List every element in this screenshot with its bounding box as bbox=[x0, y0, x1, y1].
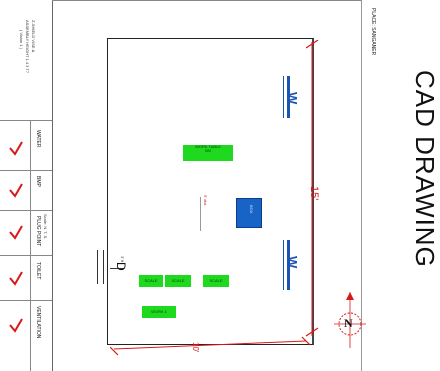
checklist-label-ventilation: VENTILATION bbox=[35, 306, 41, 339]
blue-box-label: BOX bbox=[249, 205, 254, 214]
title-block: Z-SHIELD VISE & ASSEMBLY HEIGHT 1 4 3 T7… bbox=[0, 0, 53, 371]
checklist-label-water: WATER bbox=[35, 130, 41, 148]
work-table: WORK TABLE BN bbox=[183, 144, 233, 161]
scale-note: Scale: N. T. S. bbox=[43, 214, 48, 240]
compass-icon bbox=[334, 292, 366, 348]
window-bottom-frame bbox=[283, 240, 284, 290]
dimension-length-line bbox=[305, 40, 319, 337]
row-item-1: SCALE bbox=[139, 275, 163, 287]
check-icon bbox=[9, 225, 23, 240]
checklist-label-plug-point: PLUG POINT bbox=[35, 216, 41, 247]
title-block-divider bbox=[0, 210, 52, 211]
place-label: PLACE: SANGANER bbox=[370, 8, 376, 56]
window-top bbox=[287, 76, 290, 118]
window-label-top: W bbox=[285, 92, 300, 105]
compass-label: N bbox=[344, 316, 353, 330]
door-jamb bbox=[103, 250, 104, 284]
window-bottom bbox=[287, 240, 290, 290]
blue-box: BOX bbox=[236, 198, 262, 228]
dimension-width-line bbox=[110, 336, 310, 356]
title-block-divider bbox=[0, 255, 52, 256]
door-jamb bbox=[97, 250, 98, 284]
dimension-length: 15' bbox=[308, 186, 320, 201]
bottom-item: WORK 1 bbox=[142, 306, 176, 318]
title-block-divider bbox=[0, 120, 52, 121]
checklist-ticks bbox=[9, 141, 23, 333]
checklist-label-bmp: BMP bbox=[35, 176, 41, 187]
door-label: D bbox=[114, 262, 128, 271]
title-block-column-divider bbox=[30, 120, 31, 371]
row-item-2: SCALE bbox=[165, 275, 191, 287]
row-item-3: SCALE bbox=[203, 275, 229, 287]
dimension-width: 10' bbox=[191, 342, 200, 353]
check-icon bbox=[9, 141, 23, 156]
title-block-line-1: Z-SHIELD VISE & bbox=[31, 20, 36, 53]
title-block-divider bbox=[0, 170, 52, 171]
drawing-title: CAD DRAWING bbox=[410, 70, 440, 268]
checklist-label-toilet: TOILET bbox=[35, 262, 41, 280]
sheet-border bbox=[52, 0, 362, 1]
door-dimension: 3' ft bbox=[120, 256, 125, 263]
work-table-sub: BN bbox=[205, 148, 211, 154]
distance-line bbox=[200, 197, 201, 231]
window-label-bottom: W bbox=[285, 256, 300, 269]
work-table-label: WORK TABLE bbox=[195, 144, 221, 149]
sheet-border bbox=[361, 0, 362, 371]
distance-note: 5' dist bbox=[203, 195, 208, 206]
check-icon bbox=[9, 271, 23, 286]
check-icon bbox=[9, 318, 23, 333]
door-leaf bbox=[110, 268, 124, 269]
title-block-line-3: ( Vision 1 ) bbox=[19, 30, 24, 50]
title-block-line-2: ASSEMBLY HEIGHT 1 4 3 T7 bbox=[25, 20, 30, 74]
title-block-divider bbox=[0, 300, 52, 301]
window-top-frame bbox=[283, 76, 284, 118]
check-icon bbox=[9, 183, 23, 198]
